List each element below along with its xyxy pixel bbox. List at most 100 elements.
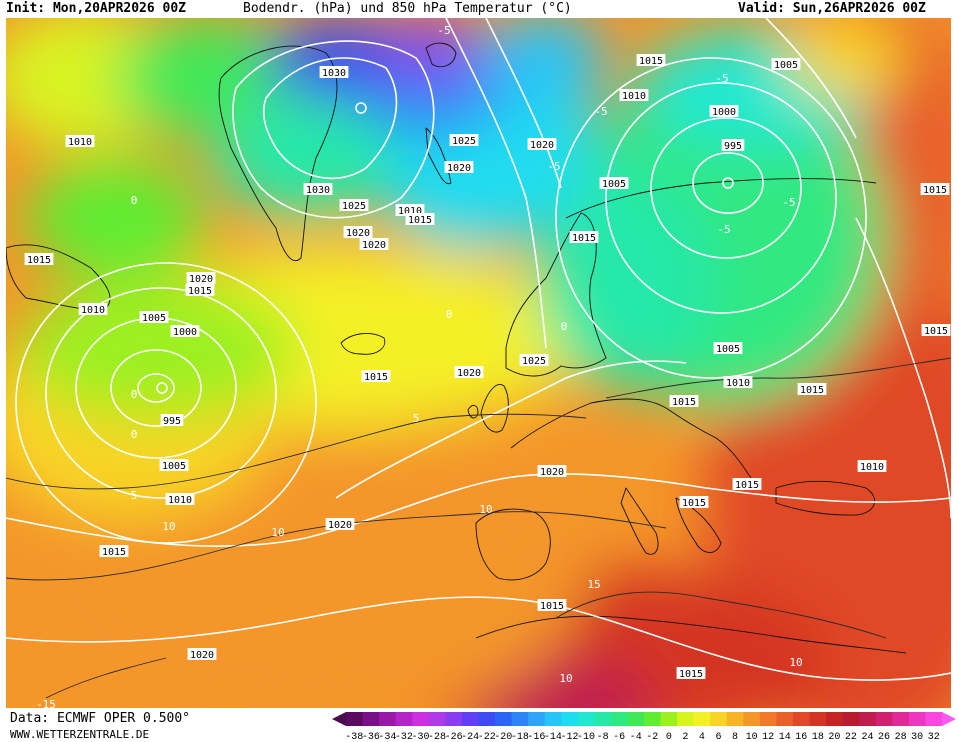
- legend-tick-label: 12: [762, 732, 774, 742]
- temperature-label: -5: [782, 196, 795, 209]
- legend-swatch: [776, 712, 794, 726]
- svg-text:1000: 1000: [173, 327, 197, 338]
- legend-tick-label: 28: [895, 732, 907, 742]
- legend-swatch: [925, 712, 943, 726]
- legend-tick-label: -10: [577, 732, 595, 742]
- svg-text:1020: 1020: [346, 228, 370, 239]
- legend-tick-label: 4: [699, 732, 705, 742]
- temperature-label: 5: [131, 489, 138, 502]
- svg-text:1015: 1015: [800, 385, 824, 396]
- svg-text:1020: 1020: [189, 274, 213, 285]
- legend-swatch: [809, 712, 827, 726]
- isobar-label: 1005: [139, 311, 169, 324]
- temperature-label: 0: [561, 320, 568, 333]
- isobar-label: 1010: [65, 135, 95, 148]
- svg-text:1005: 1005: [716, 344, 740, 355]
- temperature-label: -5: [437, 24, 450, 37]
- isobar-label: 1005: [771, 58, 801, 71]
- legend-tick-label: 2: [682, 732, 688, 742]
- isobar-label: 1020: [343, 226, 373, 239]
- svg-text:1015: 1015: [672, 397, 696, 408]
- isobar-label: 1030: [303, 183, 333, 196]
- legend-tick-label: -12: [560, 732, 578, 742]
- isobar-label: 1020: [187, 648, 217, 661]
- legend-swatch: [395, 712, 413, 726]
- svg-text:1020: 1020: [362, 240, 386, 251]
- legend-tick-label: 10: [746, 732, 758, 742]
- temperature-labels: -5-5-5-5-5-50000055101010101515-152510: [36, 24, 803, 708]
- svg-text:1010: 1010: [68, 137, 92, 148]
- isobar-label: 1030: [319, 66, 349, 79]
- svg-text:1025: 1025: [342, 201, 366, 212]
- website-label: WWW.WETTERZENTRALE.DE: [10, 728, 150, 741]
- temperature-contours: [6, 357, 951, 699]
- svg-text:1015: 1015: [540, 601, 564, 612]
- legend-labels: -38-36-34-32-30-28-26-24-22-20-18-16-14-…: [345, 732, 939, 742]
- svg-text:1015: 1015: [679, 669, 703, 680]
- legend-swatch: [875, 712, 893, 726]
- legend-tick-label: 24: [861, 732, 873, 742]
- svg-text:1015: 1015: [408, 215, 432, 226]
- svg-text:1010: 1010: [81, 305, 105, 316]
- svg-text:1020: 1020: [447, 163, 471, 174]
- isobar-label: 1020: [454, 366, 484, 379]
- legend-tick-label: -22: [478, 732, 496, 742]
- isobar-label: 1015: [361, 370, 391, 383]
- isobar-label: 1015: [797, 383, 827, 396]
- svg-text:1025: 1025: [452, 136, 476, 147]
- isobar-label: 1015: [569, 231, 599, 244]
- legend-tick-label: -26: [445, 732, 463, 742]
- svg-text:1020: 1020: [530, 140, 554, 151]
- legend-tick-label: -4: [630, 732, 642, 742]
- isobar-label: 1010: [165, 493, 195, 506]
- legend-swatch: [859, 712, 877, 726]
- svg-text:1005: 1005: [774, 60, 798, 71]
- svg-text:995: 995: [163, 416, 181, 427]
- legend-swatch: [445, 712, 463, 726]
- legend-tick-label: 14: [779, 732, 791, 742]
- map-footer: Data: ECMWF OPER 0.500° WWW.WETTERZENTRA…: [0, 708, 959, 742]
- temperature-label: -5: [594, 105, 607, 118]
- isobar-label: 1005: [159, 459, 189, 472]
- legend-swatch: [544, 712, 562, 726]
- temperature-label: 10: [559, 672, 572, 685]
- isobar-label: 1015: [99, 545, 129, 558]
- legend-swatch: [495, 712, 513, 726]
- legend-tick-label: -38: [345, 732, 363, 742]
- temperature-label: 10: [479, 503, 492, 516]
- legend-tick-label: -6: [613, 732, 625, 742]
- temperature-label: -5: [715, 72, 728, 85]
- svg-text:1015: 1015: [924, 326, 948, 337]
- svg-text:1030: 1030: [322, 68, 346, 79]
- isobar-label: 1015: [732, 478, 762, 491]
- svg-text:1020: 1020: [328, 520, 352, 531]
- legend-swatch: [594, 712, 612, 726]
- isobar-label: 1020: [537, 465, 567, 478]
- isobar-label: 1015: [636, 54, 666, 67]
- legend-swatch: [842, 712, 860, 726]
- legend-tick-label: -2: [646, 732, 658, 742]
- temperature-label: 15: [587, 578, 600, 591]
- low-pressure-center: [156, 382, 168, 394]
- temperature-label: 5: [413, 412, 420, 425]
- isobar-label: 1020: [359, 238, 389, 251]
- temperature-label: 25: [557, 706, 570, 708]
- legend-swatch: [660, 712, 678, 726]
- svg-text:1010: 1010: [398, 206, 422, 217]
- isobar-label: 1015: [669, 395, 699, 408]
- legend-swatch: [362, 712, 380, 726]
- legend-swatch: [677, 712, 695, 726]
- isobar-label: 1015: [537, 599, 567, 612]
- legend-tick-label: 32: [928, 732, 940, 742]
- low-pressure-center: [722, 177, 734, 189]
- legend-swatch: [412, 712, 430, 726]
- weather-map: 1030 1030 1025 1020 1025 1010 1015 1020 1020 1020…: [6, 18, 951, 708]
- init-time-label: Init: Mon,20APR2026 00Z: [6, 1, 187, 16]
- high-pressure-center: [355, 102, 367, 114]
- legend-swatch: [627, 712, 645, 726]
- isobar-label: 1015: [920, 183, 950, 196]
- svg-text:995: 995: [724, 141, 742, 152]
- isobar-label: 1000: [709, 105, 739, 118]
- legend-tick-label: 0: [666, 732, 672, 742]
- svg-text:1020: 1020: [540, 467, 564, 478]
